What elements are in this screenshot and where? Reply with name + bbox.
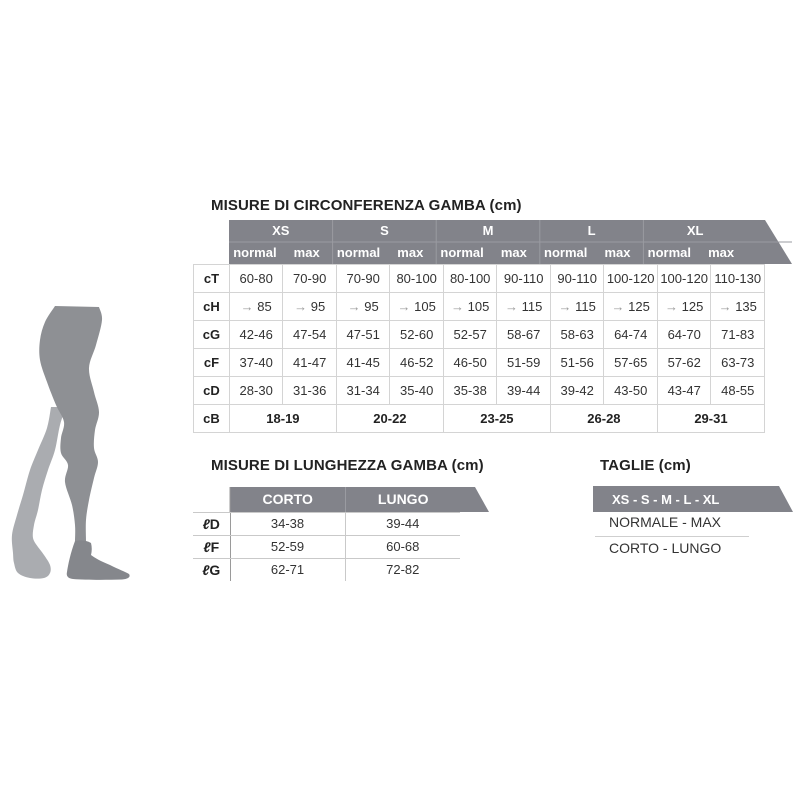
svg-text:XS - S - M - L - XL: XS - S - M - L - XL — [612, 492, 719, 507]
